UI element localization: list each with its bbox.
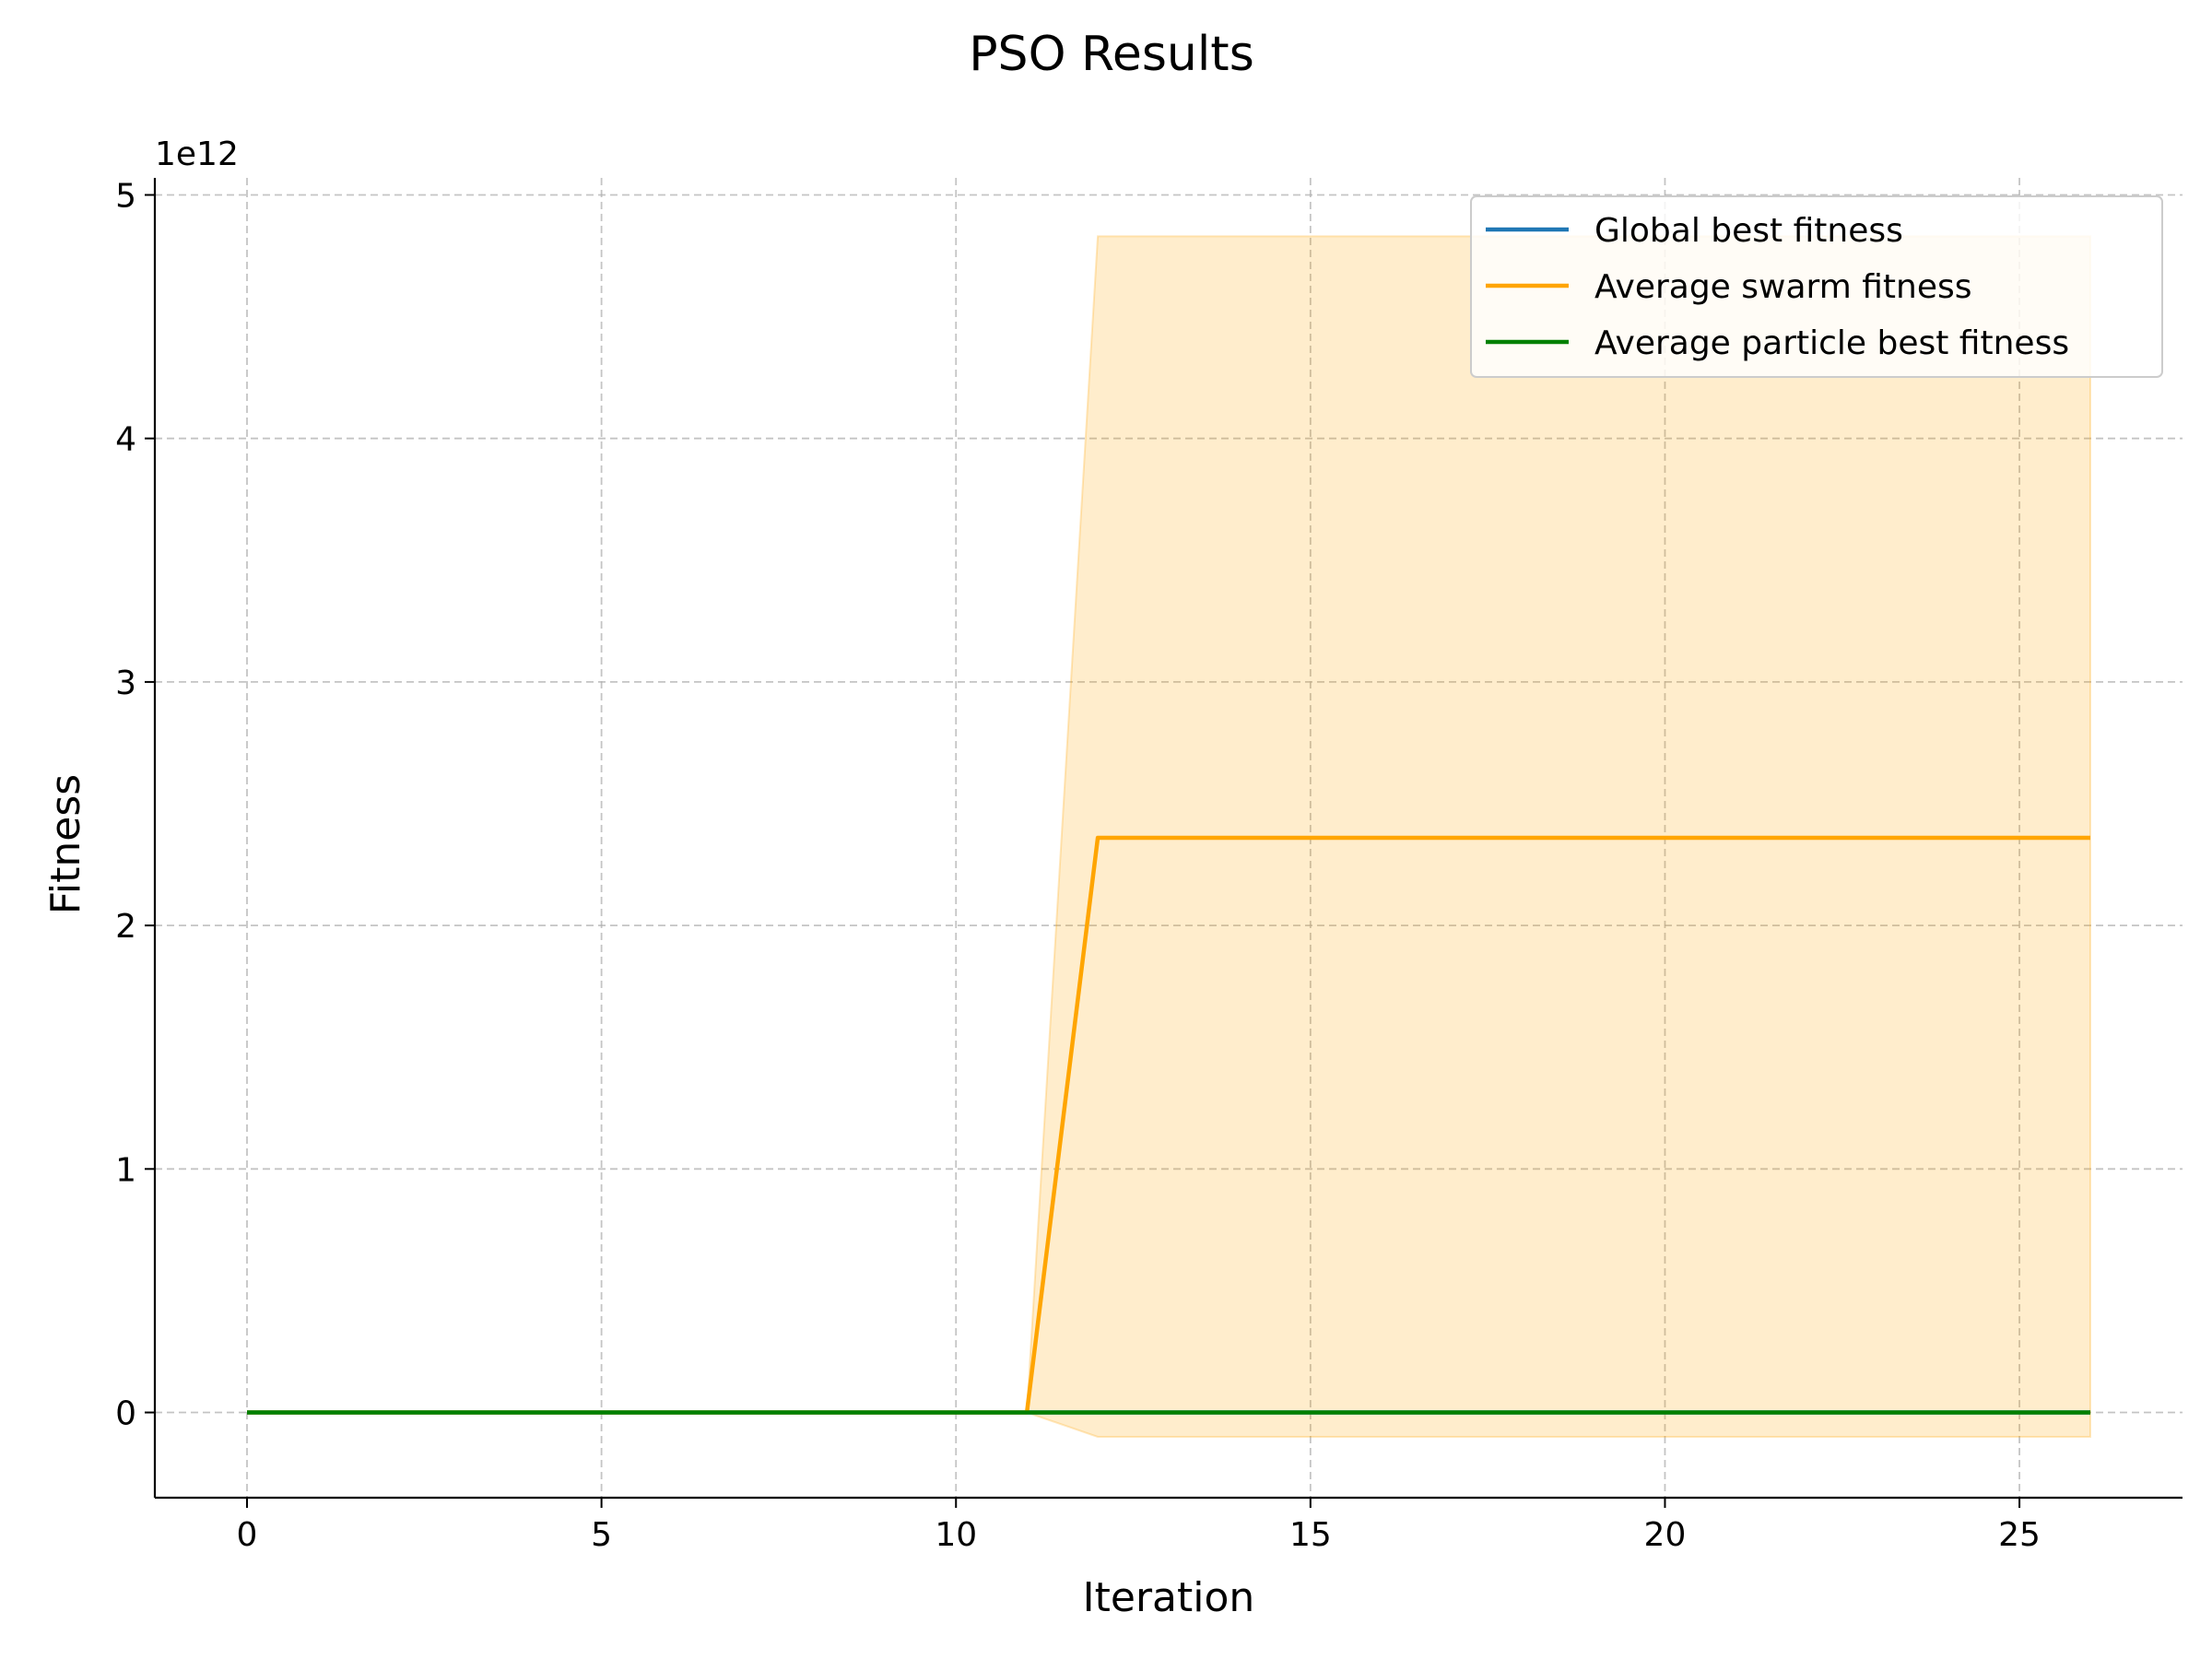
legend: Global best fitness Average swarm fitness…	[1470, 195, 2163, 378]
legend-box	[1470, 195, 2163, 378]
y-tick-label: 1	[115, 1151, 136, 1189]
x-tick-label: 10	[935, 1516, 977, 1554]
legend-entries: Global best fitness Average swarm fitness…	[1486, 212, 2069, 362]
legend-label: Average swarm fitness	[1594, 268, 1971, 306]
line-layer	[247, 835, 2090, 1415]
y-axis-offset-label: 1e12	[155, 135, 239, 173]
x-axis-label: Iteration	[1083, 1574, 1255, 1621]
y-axis-label: Fitness	[42, 774, 89, 914]
y-tick-label: 4	[115, 421, 136, 459]
x-tick-label: 20	[1644, 1516, 1687, 1554]
legend-label: Global best fitness	[1594, 212, 1903, 250]
y-tick-label: 0	[115, 1395, 136, 1433]
y-tick-label: 2	[115, 908, 136, 946]
x-tick-label: 5	[591, 1516, 612, 1554]
ticks: 0 5 10 15 20 25 0 1 2 3 4 5	[115, 177, 2041, 1554]
x-tick-label: 25	[1998, 1516, 2041, 1554]
x-tick-label: 0	[237, 1516, 258, 1554]
y-tick-label: 3	[115, 665, 136, 702]
chart-title: PSO Results	[969, 27, 1254, 82]
legend-label: Average particle best fitness	[1594, 324, 2069, 362]
axes	[153, 178, 2183, 1500]
y-tick-label: 5	[115, 177, 136, 215]
x-tick-label: 15	[1289, 1516, 1332, 1554]
